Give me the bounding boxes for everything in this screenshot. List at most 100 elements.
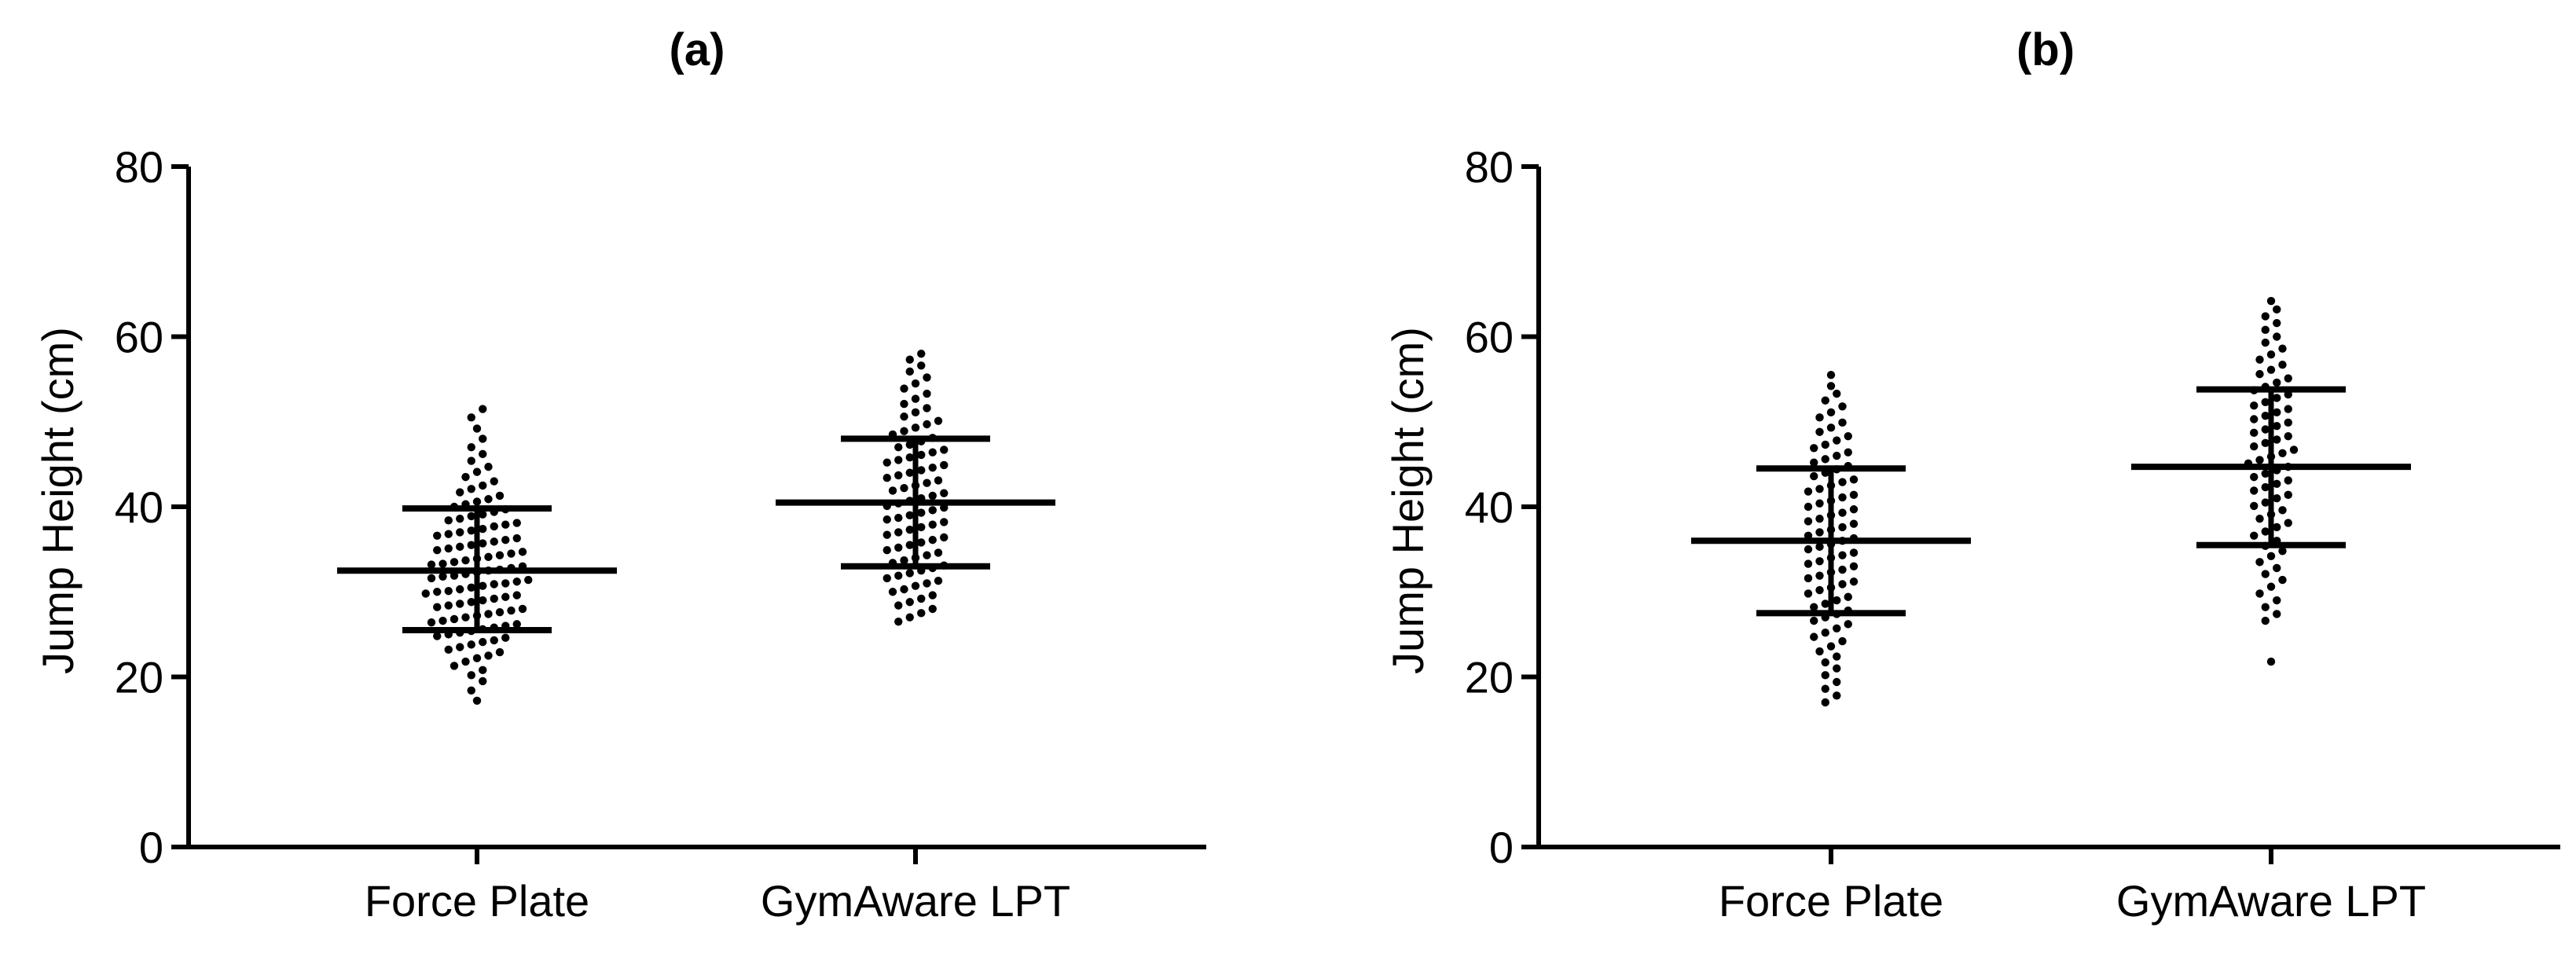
panel-a-data-point [501, 592, 510, 601]
panel-a-data-point [923, 551, 931, 559]
panel-b-y-tick-label: 80 [1465, 142, 1514, 192]
panel-a-data-point [427, 560, 436, 569]
panel-a-data-point [444, 645, 453, 654]
panel-b-data-point [1815, 413, 1824, 422]
panel-b-data-point [1833, 664, 1841, 673]
panel-a-data-point [456, 643, 464, 651]
panel-a-data-point [461, 613, 470, 622]
panel-a-data-point [518, 604, 527, 614]
panel-b-data-point [1815, 557, 1824, 566]
panel-a-data-point [467, 640, 475, 649]
panel-a-data-point [923, 579, 931, 588]
panel-a-data-point [883, 546, 891, 555]
panel-a-data-point [512, 519, 521, 527]
panel-b-data-point [2266, 365, 2276, 374]
panel-b-data-point [2284, 405, 2292, 413]
panel-b-data-point [2250, 472, 2259, 482]
panel-b-data-point [2273, 522, 2281, 532]
panel-b-data-point [1833, 691, 1841, 700]
panel-b-data-point [2261, 411, 2270, 420]
panel-b-data-point [1804, 559, 1813, 568]
panel-a-data-point [507, 606, 516, 615]
panel-a-data-point [479, 510, 487, 519]
panel-a-data-point [905, 569, 914, 578]
panel-a-data-point [467, 526, 475, 535]
panel-a-data-point [467, 598, 475, 607]
panel-a-data-point [456, 585, 464, 594]
panel-a-data-point [479, 581, 487, 590]
panel-a-data-point [450, 614, 459, 624]
panel-a-data-point [467, 456, 475, 465]
panel-a-data-point [894, 456, 903, 464]
panel-b-data-point [2273, 435, 2281, 444]
panel-a-title: (a) [670, 24, 725, 75]
panel-a-data-point [501, 520, 510, 529]
panel-a-data-point [467, 686, 475, 695]
panel-a-data-point [883, 458, 891, 467]
panel-a-data-point [928, 491, 937, 500]
panel-a-data-point [894, 601, 903, 610]
panel-b-data-point [2273, 332, 2281, 341]
panel-b-data-point [1849, 562, 1859, 570]
panel-a-y-tick-label: 20 [115, 653, 163, 702]
panel-b-data-point [1833, 677, 1841, 687]
panel-b-data-point [1838, 418, 1847, 427]
panel-b-data-point [1833, 389, 1841, 398]
panel-a-data-point [894, 571, 903, 580]
panel-a-data-point [900, 585, 908, 594]
panel-a-data-point [433, 531, 442, 541]
panel-b-data-point [2289, 446, 2299, 454]
panel-a-data-point [456, 528, 464, 537]
panel-a-data-point [444, 530, 453, 538]
panel-b-data-point [1804, 589, 1813, 598]
panel-a-data-point [911, 424, 920, 432]
panel-b-data-point [2273, 394, 2281, 402]
panel-b-data-point [2255, 355, 2264, 364]
panel-b-data-point [1826, 642, 1836, 651]
panel-a-data-point [439, 572, 447, 581]
panel-b-y-axis-label: Jump Height (cm) [1383, 327, 1433, 674]
panel-a-data-point [894, 443, 903, 452]
panel-b-data-point [1838, 493, 1847, 502]
panel-b-data-point [1815, 514, 1824, 523]
panel-a-data-point [911, 581, 920, 590]
panel-a-data-point [900, 483, 908, 493]
panel-b-data-point [1810, 444, 1818, 453]
panel-a-data-point [928, 506, 937, 515]
panel-a-data-point [484, 495, 493, 504]
panel-b-data-point [2261, 616, 2270, 625]
panel-b-data-point [2250, 428, 2259, 438]
panel-a-data-point [433, 632, 442, 640]
panel-a-data-point [427, 618, 436, 627]
panel-a-data-point [934, 416, 943, 425]
panel-a-data-point [433, 588, 442, 596]
panel-b-data-point [1838, 478, 1847, 486]
panel-b-data-point [1833, 451, 1841, 460]
panel-b-data-point [2284, 519, 2292, 527]
panel-a-data-point [490, 537, 498, 546]
panel-b-data-point [1849, 519, 1859, 528]
panel-b-data-point [1821, 684, 1829, 693]
panel-a-data-point [479, 434, 487, 443]
panel-a-data-point [479, 676, 487, 686]
panel-a-data-point [479, 405, 487, 413]
panel-b-data-point [2255, 456, 2264, 464]
panel-a-data-point [900, 384, 908, 393]
panel-b-y-tick-label: 0 [1489, 823, 1514, 872]
panel-a-data-point [467, 413, 475, 422]
panel-a-data-point [495, 491, 505, 500]
panel-a-data-point [467, 485, 475, 493]
panel-a-data-point [467, 443, 475, 452]
panel-a-data-point [461, 472, 470, 482]
panel-a-data-point [883, 530, 891, 539]
panel-a-data-point [928, 464, 937, 472]
panel-b-data-point [2250, 415, 2259, 424]
panel-a-data-point [495, 647, 505, 657]
panel-a-data-point [472, 468, 482, 476]
panel-a-data-point [905, 468, 914, 477]
panel-b-data-point [2250, 531, 2259, 541]
panel-b-data-point [1833, 652, 1841, 661]
panel-b-data-point [1844, 448, 1852, 456]
panel-a-data-point [883, 515, 891, 524]
panel-a-data-point [923, 404, 931, 412]
